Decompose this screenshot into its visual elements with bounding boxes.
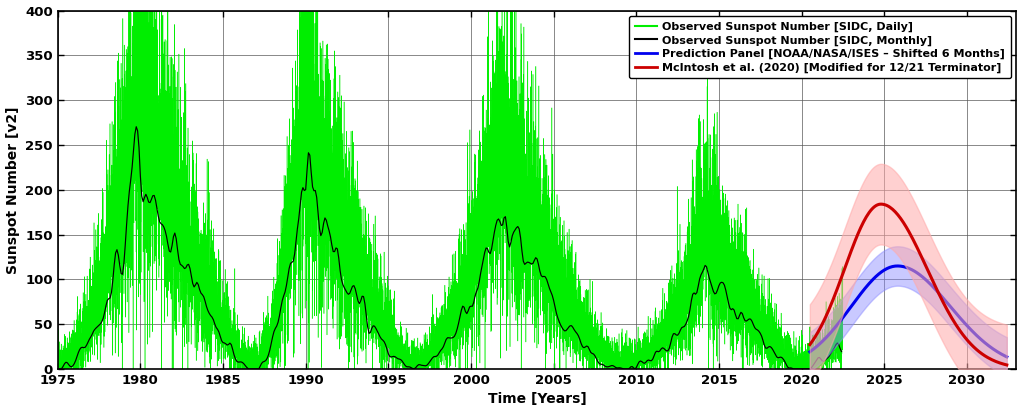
Y-axis label: Sunspot Number [v2]: Sunspot Number [v2] (5, 106, 19, 274)
X-axis label: Time [Years]: Time [Years] (487, 393, 587, 407)
Legend: Observed Sunspot Number [SIDC, Daily], Observed Sunspot Number [SIDC, Monthly], : Observed Sunspot Number [SIDC, Daily], O… (630, 16, 1011, 78)
